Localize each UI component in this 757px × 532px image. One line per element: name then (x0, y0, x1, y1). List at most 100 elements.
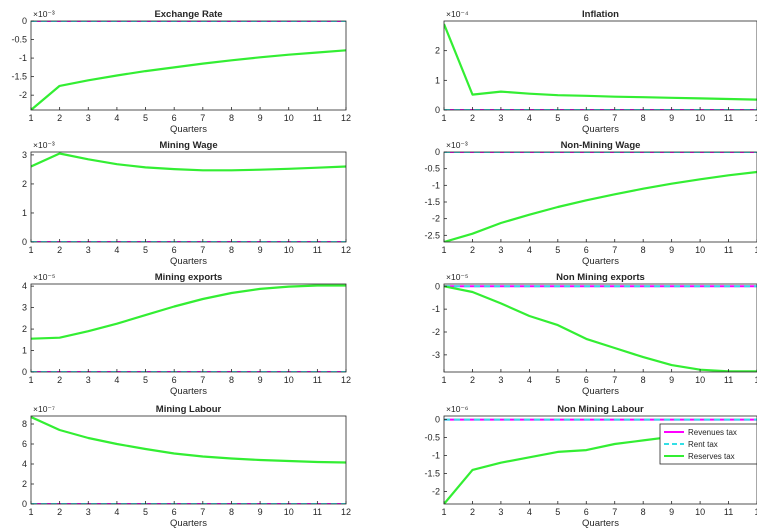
x-tick-label: 11 (313, 245, 322, 255)
y-tick-label: 3 (22, 150, 27, 160)
panel-title: Non Mining Labour (557, 404, 644, 415)
axes-frame (30, 415, 347, 505)
y-tick-label: 0 (22, 16, 27, 26)
series-group (444, 285, 757, 372)
y-tick-label: -3 (432, 350, 440, 360)
y-tick-label: -2 (19, 90, 27, 100)
x-tick-label: 4 (114, 113, 119, 123)
series-group (31, 21, 346, 110)
y-tick-label: 0 (435, 147, 440, 157)
x-tick-label: 9 (669, 507, 674, 517)
y-tick-label: -2 (432, 214, 440, 224)
axis-exponent: ×10⁻⁵ (33, 272, 55, 282)
x-tick-label: 4 (527, 113, 532, 123)
x-tick-label: 6 (584, 507, 589, 517)
x-axis-label: Quarters (582, 386, 619, 397)
x-tick-label: 4 (114, 375, 119, 385)
x-tick-label: 1 (28, 245, 33, 255)
x-tick-label: 2 (470, 113, 475, 123)
x-tick-label: 9 (669, 375, 674, 385)
y-tick-label: 8 (22, 419, 27, 429)
y-tick-label: -0.5 (424, 164, 440, 174)
axis-exponent: ×10⁻³ (33, 140, 55, 150)
y-tick-label: 0 (435, 415, 440, 425)
y-tick-label: 0 (22, 367, 27, 377)
x-tick-label: 10 (695, 245, 705, 255)
series-line-reserves (31, 152, 346, 172)
x-tick-label: 7 (612, 375, 617, 385)
panel-0: 0-0.5-1-1.5-21 2 3 4 5 6 7 8 9 10 11 12×10⁻³ Exchang… (11, 9, 351, 135)
x-tick-label: 11 (724, 113, 733, 123)
x-tick-label: 2 (57, 113, 62, 123)
x-tick-label: 3 (498, 375, 503, 385)
x-tick-label: 3 (498, 113, 503, 123)
y-tick-label: 0 (435, 281, 440, 291)
x-axis-label: Quarters (582, 124, 619, 135)
x-tick-label: 3 (86, 507, 91, 517)
y-tick-label: -1 (432, 451, 440, 461)
x-tick-label: 8 (641, 507, 646, 517)
x-tick-label: 6 (172, 113, 177, 123)
y-tick-label: -1.5 (424, 197, 440, 207)
x-tick-label: 12 (341, 113, 351, 123)
y-tick-label: -1.5 (11, 72, 27, 82)
axis-exponent: ×10⁻³ (33, 9, 55, 19)
x-tick-label: 7 (200, 245, 205, 255)
y-tick-label: 0 (435, 105, 440, 115)
x-tick-label: 10 (695, 375, 705, 385)
y-tick-label: 1 (22, 208, 27, 218)
axis-exponent: ×10⁻³ (446, 140, 468, 150)
x-axis-label: Quarters (170, 386, 207, 397)
y-tick-label: -1 (432, 304, 440, 314)
panel-title: Non-Mining Wage (561, 140, 641, 151)
panel-title: Non Mining exports (556, 272, 645, 283)
x-tick-label: 5 (143, 245, 148, 255)
x-tick-label: 3 (498, 507, 503, 517)
axes-frame (443, 20, 757, 111)
x-tick-label: 5 (143, 507, 148, 517)
x-tick-label: 2 (57, 507, 62, 517)
x-axis-label: Quarters (582, 256, 619, 267)
series-line-reserves (31, 284, 346, 340)
y-tick-label: -2 (432, 486, 440, 496)
series-line-reserves (444, 23, 757, 101)
series-line-reserves (31, 416, 346, 464)
x-tick-label: 1 (441, 375, 446, 385)
x-tick-label: 9 (258, 113, 263, 123)
axis-exponent: ×10⁻⁷ (33, 404, 55, 414)
x-tick-label: 3 (86, 245, 91, 255)
x-tick-label: 9 (258, 507, 263, 517)
axes-frame (443, 151, 757, 243)
y-tick-label: -1.5 (424, 468, 440, 478)
axes-frame (30, 20, 347, 111)
x-tick-label: 6 (172, 507, 177, 517)
x-axis-label: Quarters (170, 124, 207, 135)
x-tick-label: 9 (258, 375, 263, 385)
legend: Revenues tax Rent tax Reserves tax (659, 423, 757, 465)
x-tick-label: 1 (28, 507, 33, 517)
x-tick-label: 7 (200, 375, 205, 385)
x-tick-label: 11 (724, 375, 733, 385)
axes-frame (30, 151, 347, 243)
y-tick-label: -2 (432, 327, 440, 337)
x-tick-label: 8 (641, 113, 646, 123)
x-tick-label: 7 (612, 113, 617, 123)
y-tick-label: 2 (22, 179, 27, 189)
axes-frame (443, 283, 757, 373)
x-tick-label: 2 (470, 375, 475, 385)
x-tick-label: 1 (441, 507, 446, 517)
y-tick-label: -1 (19, 53, 27, 63)
x-tick-label: 4 (527, 507, 532, 517)
x-tick-label: 8 (641, 245, 646, 255)
x-tick-label: 9 (258, 245, 263, 255)
x-axis-label: Quarters (582, 518, 619, 529)
x-tick-label: 2 (470, 507, 475, 517)
x-axis-label: Quarters (170, 518, 207, 529)
y-tick-label: -2.5 (424, 230, 440, 240)
x-tick-label: 11 (313, 507, 322, 517)
